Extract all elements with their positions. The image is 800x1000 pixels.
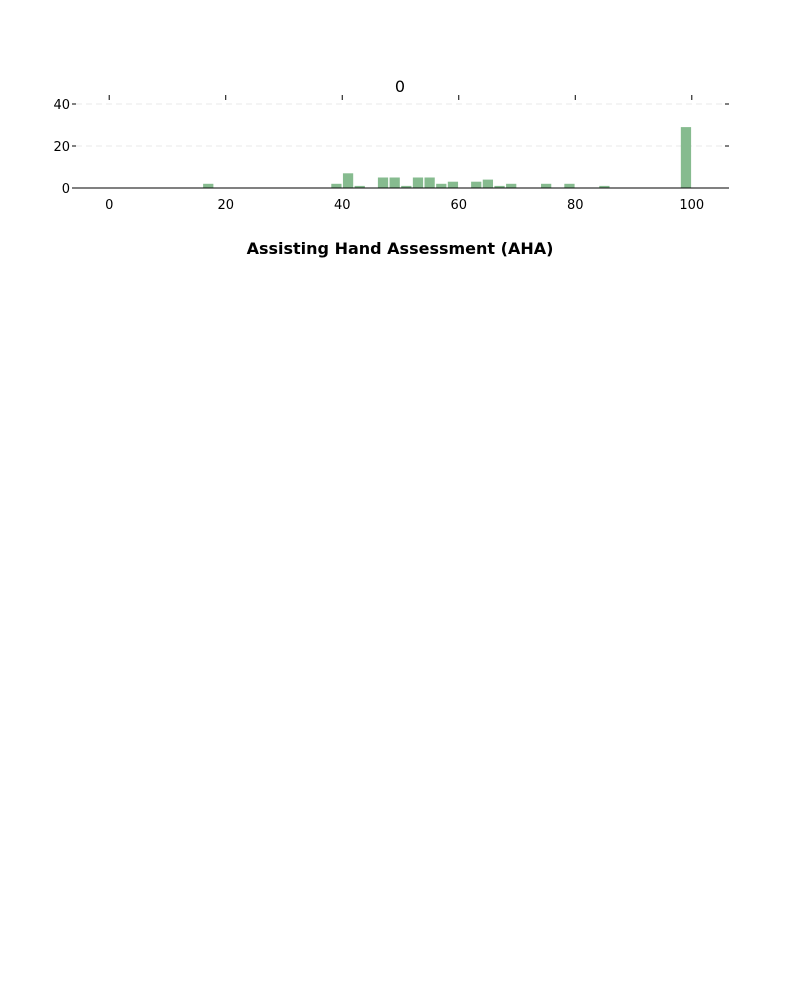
bar-69 [506, 183, 517, 188]
bar-65 [482, 179, 494, 188]
y-tick-label-0: 0 [62, 182, 70, 197]
bars [203, 127, 692, 188]
bar-79 [564, 183, 575, 188]
x-tick-label-40: 40 [334, 198, 351, 213]
chart-title: 0 [395, 77, 405, 96]
x-tick-label-60: 60 [450, 198, 467, 213]
x-tick-label-100: 100 [679, 198, 704, 213]
bar-63 [471, 181, 482, 188]
bar-17 [203, 183, 214, 188]
bar-85 [599, 185, 610, 188]
bar-59 [447, 181, 459, 188]
bar-57 [436, 183, 447, 188]
bar-47 [377, 177, 389, 188]
bar-55 [424, 177, 435, 188]
y-tick-label-20: 20 [53, 140, 70, 155]
bar-49 [389, 177, 400, 188]
bar-99 [680, 127, 692, 188]
bar-51 [401, 185, 412, 188]
bar-43 [354, 185, 365, 188]
bar-39 [331, 183, 342, 188]
bar-53 [412, 177, 424, 188]
grid-lines [76, 103, 725, 147]
x-tick-label-0: 0 [105, 198, 113, 213]
ticks: 0 20 40 60 80 100 0 20 40 [53, 95, 729, 213]
bar-75 [541, 183, 552, 188]
y-tick-label-40: 40 [53, 98, 70, 113]
x-axis-label: Assisting Hand Assessment (AHA) [247, 239, 554, 258]
x-tick-label-80: 80 [567, 198, 584, 213]
bar-67 [494, 185, 505, 188]
bar-41 [342, 173, 354, 188]
x-tick-label-20: 20 [217, 198, 234, 213]
